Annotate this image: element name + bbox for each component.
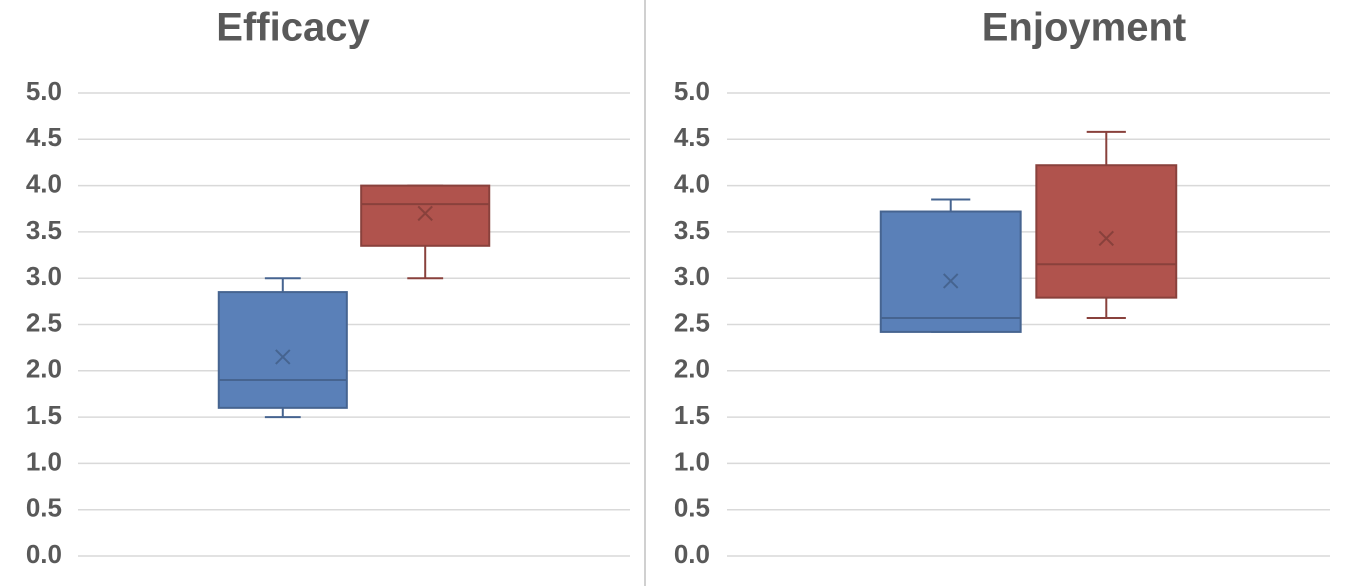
y-tick-label: 4.0	[26, 168, 62, 198]
y-tick-label: 5.0	[26, 76, 62, 106]
y-tick-label: 3.0	[26, 261, 62, 291]
box	[360, 184, 491, 247]
y-tick-label: 2.5	[674, 307, 710, 337]
mean-marker	[1098, 230, 1114, 247]
y-tick-label: 2.0	[674, 354, 710, 384]
y-tick-label: 4.5	[26, 122, 62, 152]
chart-title: Enjoyment	[982, 6, 1186, 50]
y-tick-label: 2.5	[26, 307, 62, 337]
y-tick-label: 1.0	[26, 446, 62, 476]
y-tick-label: 3.5	[26, 215, 62, 245]
y-tick-label: 4.0	[674, 168, 710, 198]
y-tick-label: 2.0	[26, 354, 62, 384]
y-tick-label: 4.5	[674, 122, 710, 152]
mean-marker	[943, 273, 959, 289]
mean-marker	[417, 205, 433, 222]
y-tick-label: 5.0	[674, 76, 710, 106]
y-tick-label: 0.0	[26, 539, 62, 569]
y-tick-label: 0.5	[674, 493, 710, 523]
y-tick-label: 3.5	[674, 215, 710, 245]
y-tick-label: 1.5	[674, 400, 710, 430]
mean-marker	[275, 349, 291, 365]
y-tick-label: 0.0	[674, 539, 710, 569]
box	[1035, 164, 1178, 299]
y-tick-label: 0.5	[26, 493, 62, 523]
box	[217, 291, 348, 409]
y-tick-label: 3.0	[674, 261, 710, 291]
y-tick-label: 1.0	[674, 446, 710, 476]
chart-title: Efficacy	[216, 6, 370, 50]
box	[879, 210, 1022, 333]
y-tick-label: 1.5	[26, 400, 62, 430]
